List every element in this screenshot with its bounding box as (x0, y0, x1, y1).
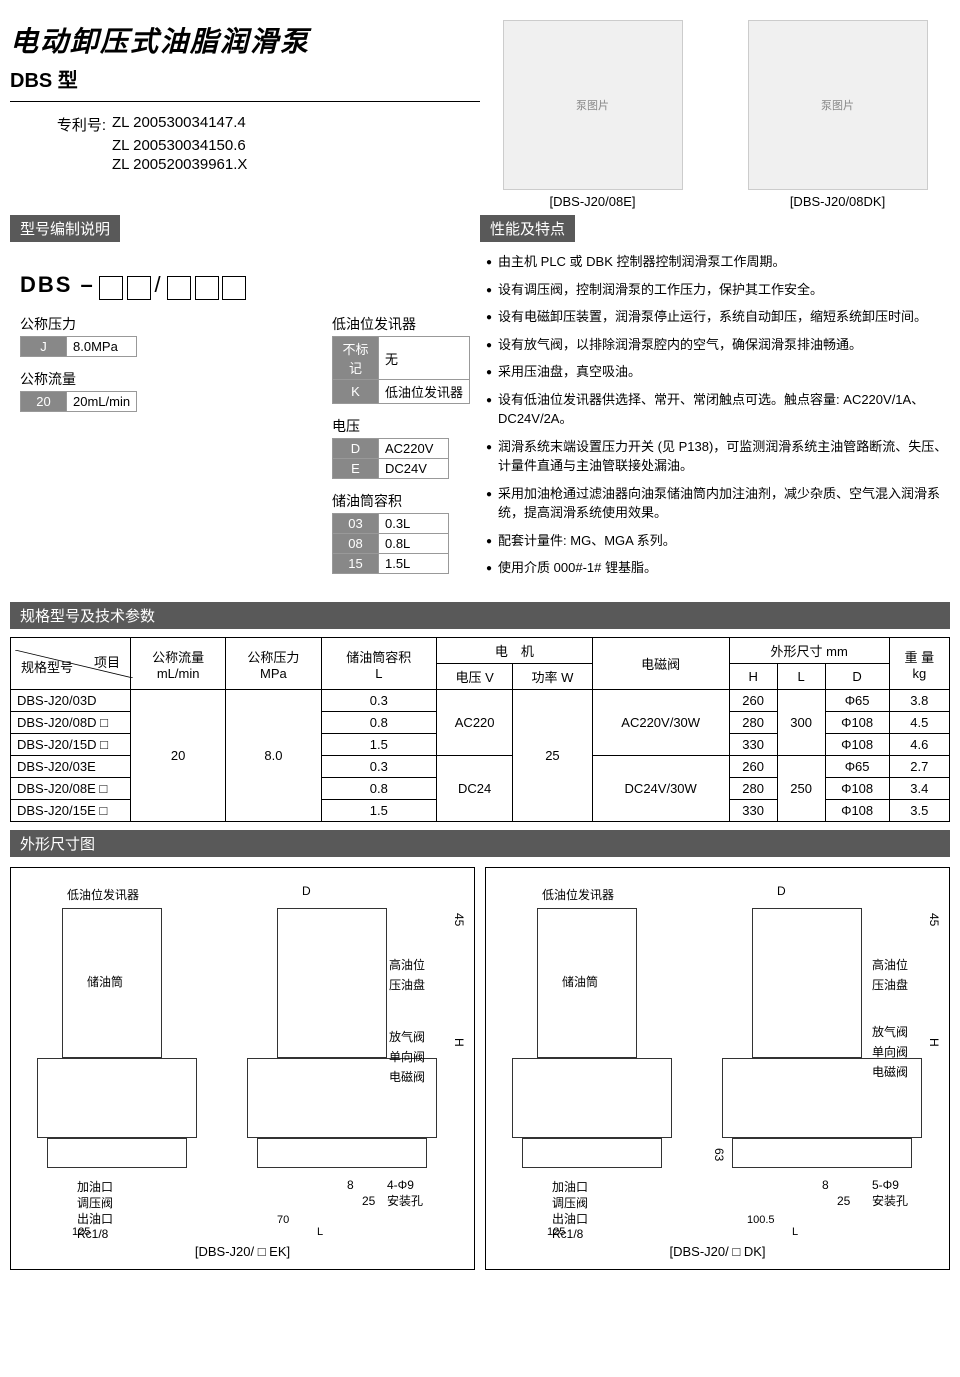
dim-caption: [DBS-J20/ □ EK] (17, 1244, 468, 1259)
code-box (195, 276, 219, 300)
product-image-left: 泵图片 (503, 20, 683, 190)
feature-item: 由主机 PLC 或 DBK 控制器控制润滑泵工作周期。 (498, 252, 785, 272)
section-spec-header: 规格型号及技术参数 (10, 602, 950, 629)
param-title: 储油筒容积 (332, 491, 470, 511)
page-title: 电动卸压式油脂润滑泵 (10, 20, 480, 60)
section-dim-header: 外形尺寸图 (10, 830, 950, 857)
code-box (222, 276, 246, 300)
feature-item: 设有电磁卸压装置，润滑泵停止运行，系统自动卸压，缩短系统卸压时间。 (498, 307, 927, 327)
feature-item: 配套计量件: MG、MGA 系列。 (498, 531, 676, 551)
patent-label: 专利号: (50, 114, 106, 135)
feature-item: 设有低油位发讯器供选择、常开、常闭触点可选。触点容量: AC220V/1A、DC… (498, 390, 950, 429)
dimension-drawing-right: 低油位发讯器 储油筒 加油口 调压阀 出油口Rc1/8 125 D 45 高油位… (485, 867, 950, 1270)
param-table-sensor: 不标记无 K低油位发讯器 (332, 336, 470, 404)
feature-item: 采用压油盘，真空吸油。 (498, 362, 641, 382)
feature-item: 设有放气阀，以排除润滑泵腔内的空气，确保润滑泵排油畅通。 (498, 335, 862, 355)
feature-item: 润滑系统末端设置压力开关 (见 P138)，可监测润滑系统主油管路断流、失压、计… (498, 437, 950, 476)
patent-item: ZL 200520039961.X (112, 156, 247, 173)
param-title: 公称压力 (20, 314, 137, 334)
table-row: DBS-J20/03D 20 8.0 0.3 AC220 25 AC220V/3… (11, 690, 950, 712)
product-image-right: 泵图片 (748, 20, 928, 190)
features-list: 由主机 PLC 或 DBK 控制器控制润滑泵工作周期。 设有调压阀，控制润滑泵的… (486, 252, 950, 578)
code-box (127, 276, 151, 300)
param-table-flow: 2020mL/min (20, 391, 137, 412)
param-title: 低油位发讯器 (332, 314, 470, 334)
section-features-header: 性能及特点 (480, 215, 575, 242)
feature-item: 采用加油枪通过滤油器向油泵储油筒内加注油剂，减少杂质、空气混入润滑系统，提高润滑… (498, 484, 950, 523)
param-title: 公称流量 (20, 369, 137, 389)
patent-list: 专利号:ZL 200530034147.4 ZL 200530034150.6 … (50, 114, 480, 173)
spec-table: 项目规格型号 公称流量mL/min 公称压力MPa 储油筒容积L 电 机 电磁阀… (10, 637, 950, 822)
model-prefix: DBS – (20, 272, 95, 297)
param-table-capacity: 030.3L 080.8L 151.5L (332, 513, 449, 574)
patent-item: ZL 200530034147.4 (112, 114, 246, 135)
param-table-pressure: J8.0MPa (20, 336, 137, 357)
param-table-voltage: DAC220V EDC24V (332, 438, 449, 479)
page-subtitle: DBS 型 (10, 64, 480, 93)
param-title: 电压 (332, 416, 470, 436)
feature-item: 使用介质 000#-1# 锂基脂。 (498, 558, 657, 578)
image-caption: [DBS-J20/08DK] (748, 194, 928, 209)
image-caption: [DBS-J20/08E] (503, 194, 683, 209)
feature-item: 设有调压阀，控制润滑泵的工作压力，保护其工作安全。 (498, 280, 823, 300)
patent-item: ZL 200530034150.6 (112, 137, 246, 154)
code-box (167, 276, 191, 300)
code-box (99, 276, 123, 300)
dim-caption: [DBS-J20/ □ DK] (492, 1244, 943, 1259)
dimension-drawing-left: 低油位发讯器 储油筒 加油口 调压阀 出油口Rc1/8 125 D 45 高油位… (10, 867, 475, 1270)
section-model-header: 型号编制说明 (10, 215, 120, 242)
